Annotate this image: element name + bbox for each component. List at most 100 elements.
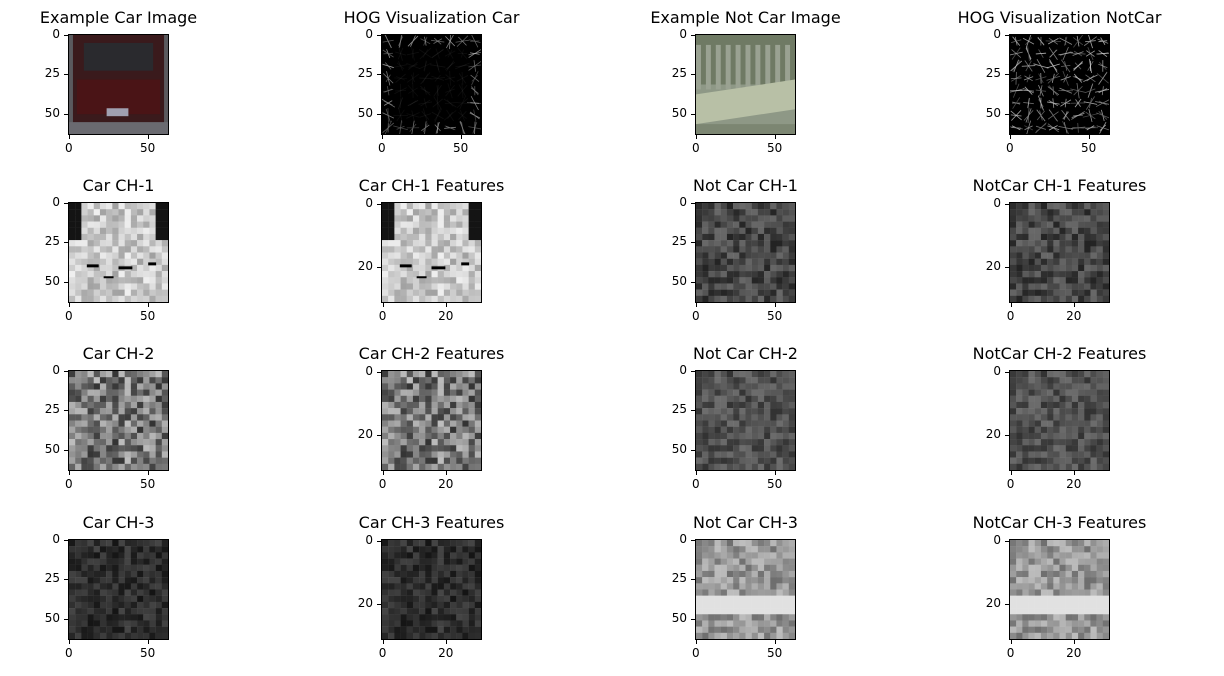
y-tick-mark <box>377 434 381 436</box>
y-tick-mark <box>64 579 68 581</box>
subplot-title: Car CH-3 Features <box>358 513 505 532</box>
y-tick-label: 20 <box>357 258 373 273</box>
y-tick-label: 0 <box>365 532 373 547</box>
y-tick-mark <box>1005 266 1009 268</box>
x-tick-mark <box>68 471 70 475</box>
subplot-title: HOG Visualization NotCar <box>957 8 1162 27</box>
x-tick-mark <box>695 135 697 139</box>
x-tick-mark <box>1009 135 1011 139</box>
x-tick-mark <box>381 135 383 139</box>
x-tick-label: 50 <box>140 646 156 660</box>
y-tick-label: 0 <box>52 531 60 546</box>
y-tick-label: 20 <box>357 595 373 610</box>
y-tick-label: 0 <box>679 26 687 41</box>
y-tick-mark <box>64 281 68 283</box>
y-tick-mark <box>691 113 695 115</box>
x-tick-label: 0 <box>691 646 700 660</box>
x-tick-label: 0 <box>1006 646 1015 660</box>
y-tick-label: 0 <box>993 195 1001 210</box>
subplot-title: Not Car CH-1 <box>693 176 798 195</box>
subplot-title: Car CH-3 <box>82 513 155 532</box>
y-tick-label: 25 <box>44 66 60 81</box>
subplot-title: Example Not Car Image <box>650 8 841 27</box>
subplot-title: Car CH-1 <box>82 176 155 195</box>
x-tick-mark <box>147 303 149 307</box>
x-tick-label: 20 <box>438 646 454 660</box>
x-tick-label: 50 <box>453 141 469 155</box>
y-tick-label: 50 <box>44 610 60 625</box>
x-tick-mark <box>445 303 447 307</box>
y-tick-mark <box>1005 540 1009 542</box>
x-tick-mark <box>147 640 149 644</box>
y-tick-label: 25 <box>44 234 60 249</box>
subplot-image <box>381 539 482 640</box>
x-tick-label: 0 <box>1006 309 1015 323</box>
y-tick-mark <box>691 34 695 36</box>
y-tick-label: 50 <box>44 105 60 120</box>
y-tick-label: 50 <box>985 105 1001 120</box>
y-tick-mark <box>377 266 381 268</box>
y-tick-mark <box>64 410 68 412</box>
y-tick-label: 0 <box>679 362 687 377</box>
y-tick-label: 25 <box>985 66 1001 81</box>
y-tick-mark <box>64 370 68 372</box>
y-tick-mark <box>1005 74 1009 76</box>
y-tick-label: 0 <box>993 532 1001 547</box>
x-tick-mark <box>774 640 776 644</box>
y-tick-mark <box>377 371 381 373</box>
x-tick-label: 0 <box>1005 141 1014 155</box>
subplot-image <box>695 539 796 640</box>
x-tick-label: 0 <box>1006 477 1015 491</box>
x-tick-label: 50 <box>140 309 156 323</box>
y-tick-mark <box>691 579 695 581</box>
y-tick-mark <box>1005 34 1009 36</box>
subplot-image <box>68 539 169 640</box>
y-tick-mark <box>691 370 695 372</box>
y-tick-label: 0 <box>993 363 1001 378</box>
subplot-image <box>1009 34 1110 135</box>
x-tick-label: 20 <box>1066 477 1082 491</box>
x-tick-mark <box>1073 471 1075 475</box>
y-tick-label: 50 <box>671 610 687 625</box>
y-tick-label: 0 <box>52 26 60 41</box>
y-tick-mark <box>691 281 695 283</box>
y-tick-mark <box>377 540 381 542</box>
y-tick-label: 0 <box>52 362 60 377</box>
x-tick-mark <box>695 303 697 307</box>
y-tick-mark <box>64 74 68 76</box>
x-tick-mark <box>68 135 70 139</box>
y-tick-label: 0 <box>365 363 373 378</box>
x-tick-mark <box>460 135 462 139</box>
x-tick-label: 0 <box>64 309 73 323</box>
subplot-image <box>1009 202 1110 303</box>
x-tick-mark <box>695 640 697 644</box>
x-tick-mark <box>1010 303 1012 307</box>
y-tick-mark <box>691 539 695 541</box>
y-tick-label: 50 <box>671 441 687 456</box>
y-tick-label: 0 <box>679 531 687 546</box>
x-tick-mark <box>147 135 149 139</box>
y-tick-label: 25 <box>671 234 687 249</box>
subplot-title: NotCar CH-1 Features <box>972 176 1147 195</box>
subplot-image <box>381 34 482 135</box>
y-tick-mark <box>64 242 68 244</box>
subplot-image <box>1009 370 1110 471</box>
x-tick-mark <box>1088 135 1090 139</box>
y-tick-mark <box>691 410 695 412</box>
y-tick-label: 25 <box>44 571 60 586</box>
subplot-image <box>68 34 169 135</box>
y-tick-label: 0 <box>679 194 687 209</box>
y-tick-mark <box>691 449 695 451</box>
y-tick-mark <box>1005 434 1009 436</box>
x-tick-mark <box>774 135 776 139</box>
y-tick-mark <box>691 618 695 620</box>
x-tick-label: 20 <box>1066 646 1082 660</box>
x-tick-label: 50 <box>767 141 783 155</box>
subplot-title: HOG Visualization Car <box>343 8 520 27</box>
x-tick-mark <box>382 303 384 307</box>
y-tick-label: 20 <box>985 426 1001 441</box>
y-tick-label: 25 <box>671 66 687 81</box>
x-tick-mark <box>382 640 384 644</box>
subplot-image <box>695 370 796 471</box>
subplot-image <box>381 202 482 303</box>
